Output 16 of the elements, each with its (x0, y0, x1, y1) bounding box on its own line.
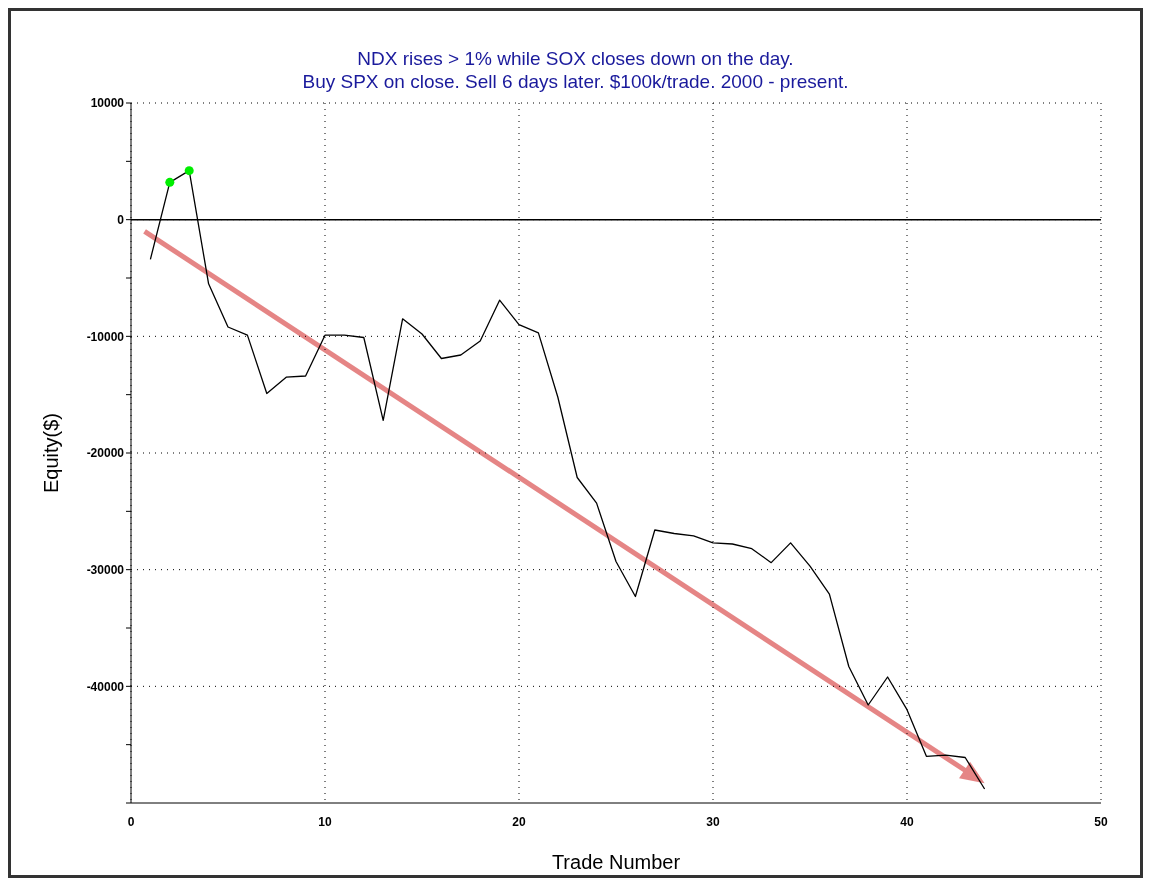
y-tick-label: 0 (117, 212, 125, 227)
x-tick-label: 30 (706, 814, 720, 829)
x-tick-label: 10 (318, 814, 332, 829)
x-tick-label: 50 (1094, 814, 1108, 829)
y-axis-title: Equity($) (40, 412, 63, 494)
y-tick-label: -30000 (86, 562, 125, 577)
chart-subtitle: Buy SPX on close. Sell 6 days later. $100k/trade. 2000 - present. (301, 70, 850, 93)
chart-title: NDX rises > 1% while SOX closes down on the day. (356, 47, 795, 70)
x-tick-label: 40 (900, 814, 914, 829)
y-tick-label: -10000 (86, 329, 125, 344)
x-tick-label: 20 (512, 814, 526, 829)
y-tick-label: 10000 (90, 96, 125, 111)
x-axis-title: Trade Number (551, 851, 681, 873)
x-tick-label: 0 (127, 814, 135, 829)
y-tick-label: -20000 (86, 446, 125, 461)
y-tick-label: -40000 (86, 679, 125, 694)
